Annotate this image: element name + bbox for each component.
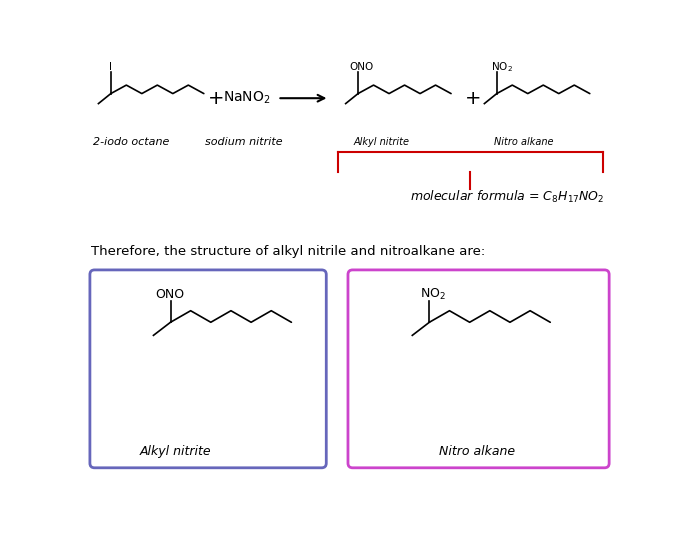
Text: NaNO$_2$: NaNO$_2$ — [223, 90, 271, 107]
FancyBboxPatch shape — [90, 270, 326, 468]
FancyBboxPatch shape — [348, 270, 609, 468]
Text: ONO: ONO — [350, 62, 374, 72]
Text: 2-iodo octane: 2-iodo octane — [93, 137, 169, 147]
Text: +: + — [208, 88, 224, 108]
Text: Nitro alkane: Nitro alkane — [494, 137, 554, 147]
Text: I: I — [109, 62, 113, 72]
Text: Therefore, the structure of alkyl nitrile and nitroalkane are:: Therefore, the structure of alkyl nitril… — [91, 245, 485, 258]
Text: +: + — [465, 88, 481, 108]
Text: NO$_2$: NO$_2$ — [491, 59, 514, 73]
Text: sodium nitrite: sodium nitrite — [205, 137, 283, 147]
Text: Alkyl nitrite: Alkyl nitrite — [139, 445, 211, 458]
Text: Nitro alkane: Nitro alkane — [439, 445, 516, 458]
Text: molecular formula = C$_8$H$_{17}$NO$_2$: molecular formula = C$_8$H$_{17}$NO$_2$ — [410, 189, 604, 205]
Text: Alkyl nitrite: Alkyl nitrite — [353, 137, 409, 147]
Text: ONO: ONO — [155, 288, 184, 301]
Text: NO$_2$: NO$_2$ — [420, 287, 446, 302]
